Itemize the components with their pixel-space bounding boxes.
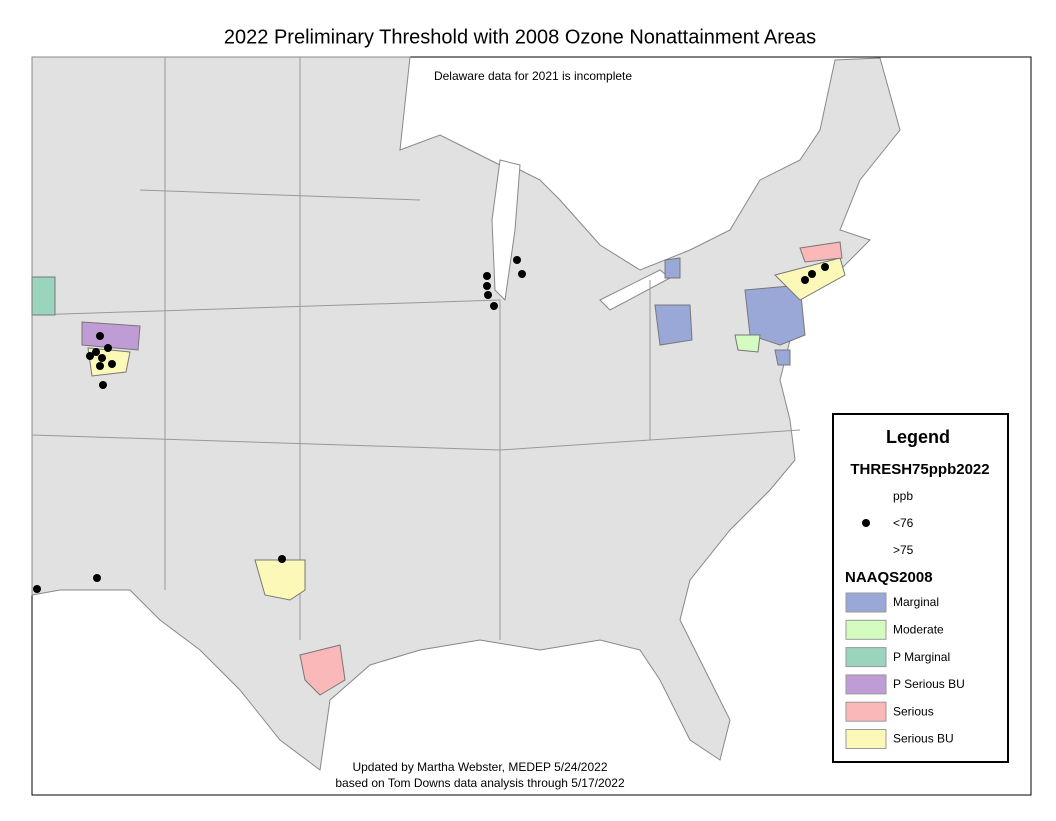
legend-swatch xyxy=(845,619,887,640)
footer-line: Updated by Martha Webster, MEDEP 5/24/20… xyxy=(352,760,607,774)
legend-label: Serious xyxy=(893,704,934,718)
legend-symbol xyxy=(862,519,870,527)
legend-label: Serious BU xyxy=(893,732,954,746)
title: 2022 Preliminary Threshold with 2008 Ozo… xyxy=(224,26,816,48)
us-map xyxy=(31,56,901,771)
legend-swatch xyxy=(845,729,887,749)
legend-label: <76 xyxy=(893,516,914,530)
land xyxy=(31,56,901,771)
legend-swatch xyxy=(845,674,887,695)
legend: Legend THRESH75ppb2022 ppb <76 >75 NAAQS… xyxy=(832,413,1009,763)
layer-title: NAAQS2008 xyxy=(845,569,933,586)
legend-label: >75 xyxy=(893,543,914,557)
legend-swatch xyxy=(845,701,887,722)
monitor-sites xyxy=(33,256,829,593)
lake-michigan xyxy=(491,159,521,302)
legend-label: Moderate xyxy=(893,622,944,636)
legend-title: Legend xyxy=(886,427,950,447)
state-borders xyxy=(31,57,801,640)
layer-subtitle: ppb xyxy=(893,489,913,503)
legend-label: P Serious BU xyxy=(893,677,965,691)
legend-label: P Marginal xyxy=(893,650,950,664)
legend-items: Marginal Moderate P Marginal P Serious BU Se… xyxy=(845,592,965,749)
legend-label: Marginal xyxy=(893,595,939,609)
legend-swatch xyxy=(845,592,887,613)
layer-title: THRESH75ppb2022 xyxy=(850,461,989,478)
note: Delaware data for 2021 is incomplete xyxy=(434,69,632,83)
footer-line: based on Tom Downs data analysis through… xyxy=(335,776,625,790)
legend-swatch xyxy=(845,647,887,668)
